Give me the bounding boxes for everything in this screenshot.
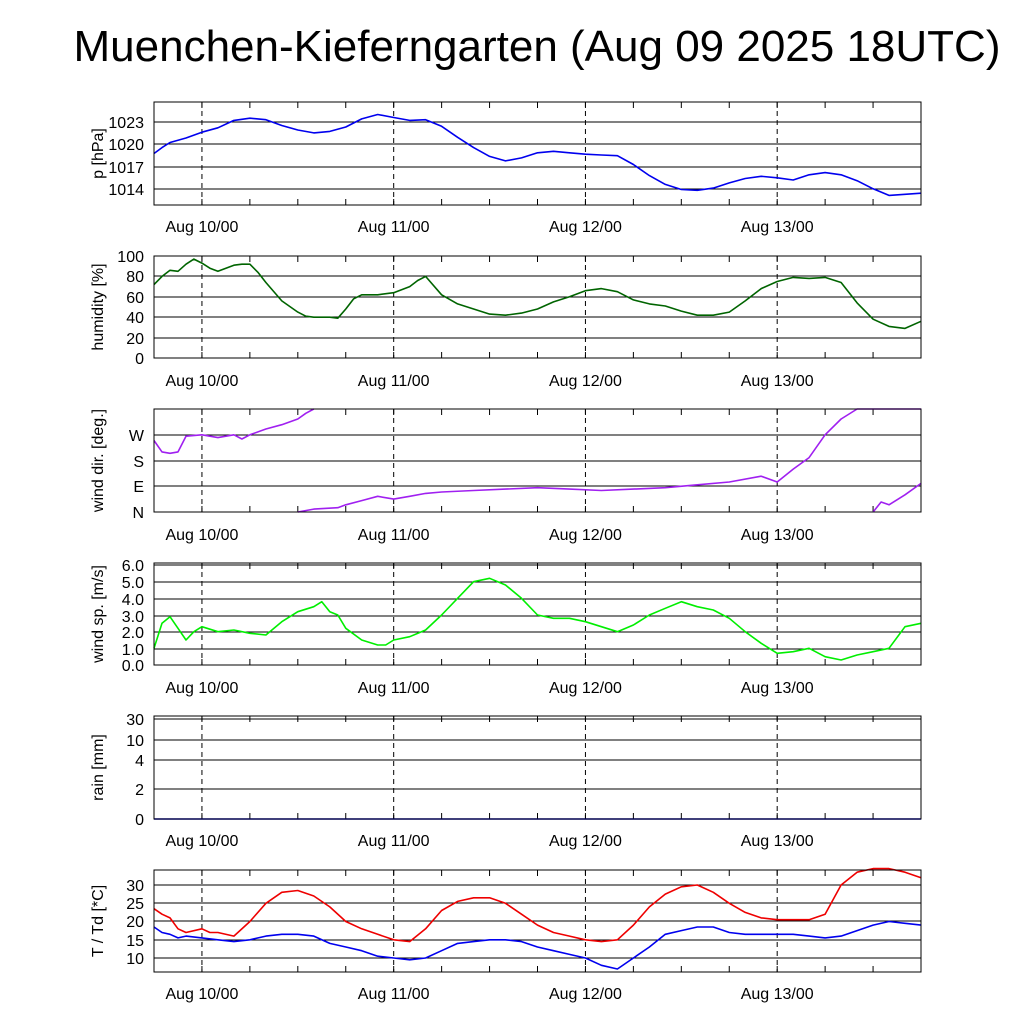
y-tick-label: 0: [135, 351, 144, 368]
y-tick-label: E: [133, 479, 144, 496]
x-tick-label: Aug 11/00: [358, 219, 430, 236]
series-line-wind-dir-1: [297, 408, 921, 513]
x-tick-label: Aug 12/00: [549, 527, 622, 544]
panel-wind-sp: 6.05.04.03.02.01.00.0 wind sp. [m/s] Aug 1…: [90, 558, 922, 697]
y-tick-label: 2: [135, 782, 144, 799]
x-tick-label: Aug 13/00: [741, 680, 814, 697]
plot-frame: [153, 408, 922, 513]
panel-humidity: 100 80 60 40 20 0 humidity [%] Aug 10/00 Aug 11/…: [90, 249, 922, 390]
x-tick-label: Aug 13/00: [741, 373, 814, 390]
panel-rain: 30 10 4 2 0 rain [mm] Aug 10/00 Aug 11/00 Aug 12…: [90, 712, 922, 850]
x-tick-label: Aug 12/00: [549, 986, 622, 1003]
x-tick-label: Aug 12/00: [549, 680, 622, 697]
series-line-wind-sp-0: [153, 577, 922, 661]
y-tick-label: 5.0: [122, 575, 144, 592]
y-tick-label: 4.0: [122, 592, 144, 609]
y-tick-label: W: [129, 428, 145, 445]
y-tick-label: 80: [126, 269, 144, 286]
y-tick-label: 0.0: [122, 658, 144, 675]
series-line-wind-dir-2: [872, 482, 922, 513]
y-tick-label: N: [132, 505, 144, 522]
plot-frame: [153, 715, 922, 820]
y-tick-label: 40: [126, 310, 144, 327]
x-tick-label: Aug 11/00: [358, 527, 430, 544]
y-axis-label: humidity [%]: [90, 263, 107, 350]
series-line-temp-1: [153, 920, 922, 970]
x-tick-label: Aug 10/00: [165, 680, 238, 697]
x-tick-label: Aug 10/00: [165, 833, 238, 850]
x-tick-label: Aug 12/00: [549, 373, 622, 390]
y-tick-label: 1023: [108, 115, 144, 132]
x-tick-label: Aug 13/00: [741, 219, 814, 236]
y-axis-label: p [hPa]: [90, 128, 107, 179]
chart-title: Muenchen-Kieferngarten (Aug 09 2025 18UT…: [73, 22, 1001, 71]
x-tick-label: Aug 10/00: [165, 373, 238, 390]
y-tick-label: 30: [126, 712, 144, 729]
y-axis-label: wind sp. [m/s]: [90, 565, 107, 664]
y-tick-label: 1014: [108, 182, 144, 199]
y-tick-label: 10: [126, 733, 144, 750]
y-tick-label: S: [133, 454, 144, 471]
x-tick-label: Aug 13/00: [741, 527, 814, 544]
plot-frame: [153, 255, 922, 359]
x-tick-label: Aug 10/00: [165, 527, 238, 544]
y-tick-label: 100: [117, 249, 144, 266]
y-tick-label: 20: [126, 914, 144, 931]
y-tick-label: 15: [126, 933, 144, 950]
y-tick-label: 1020: [108, 137, 144, 154]
y-tick-label: 25: [126, 896, 144, 913]
series-line-temp-0: [153, 867, 922, 943]
x-tick-label: Aug 12/00: [549, 219, 622, 236]
y-axis-label: wind dir. [deg.]: [90, 409, 107, 513]
plot-frame: [153, 562, 922, 666]
y-tick-label: 10: [126, 951, 144, 968]
series-line-humidity-0: [153, 258, 922, 330]
y-tick-label: 60: [126, 290, 144, 307]
plot-frame: [153, 869, 922, 973]
y-tick-label: 2.0: [122, 625, 144, 642]
x-tick-label: Aug 11/00: [358, 833, 430, 850]
y-tick-label: 30: [126, 878, 144, 895]
y-axis-label: T / Td [*C]: [90, 885, 107, 957]
series-line-pressure-0: [153, 113, 922, 197]
y-tick-label: 0: [135, 812, 144, 829]
x-tick-label: Aug 11/00: [358, 373, 430, 390]
x-tick-label: Aug 10/00: [165, 219, 238, 236]
y-tick-label: 1017: [108, 160, 144, 177]
y-tick-label: 1.0: [122, 642, 144, 659]
plot-frame: [153, 101, 922, 206]
series-line-wind-dir-0: [153, 408, 315, 455]
x-tick-label: Aug 12/00: [549, 833, 622, 850]
x-tick-label: Aug 11/00: [358, 680, 430, 697]
y-tick-label: 20: [126, 331, 144, 348]
x-tick-label: Aug 11/00: [358, 986, 430, 1003]
y-axis-label: rain [mm]: [90, 734, 107, 801]
x-tick-label: Aug 10/00: [165, 986, 238, 1003]
x-tick-label: Aug 13/00: [741, 833, 814, 850]
y-tick-label: 6.0: [122, 558, 144, 575]
y-tick-label: 4: [135, 753, 144, 770]
y-tick-label: 3.0: [122, 609, 144, 626]
x-tick-label: Aug 13/00: [741, 986, 814, 1003]
